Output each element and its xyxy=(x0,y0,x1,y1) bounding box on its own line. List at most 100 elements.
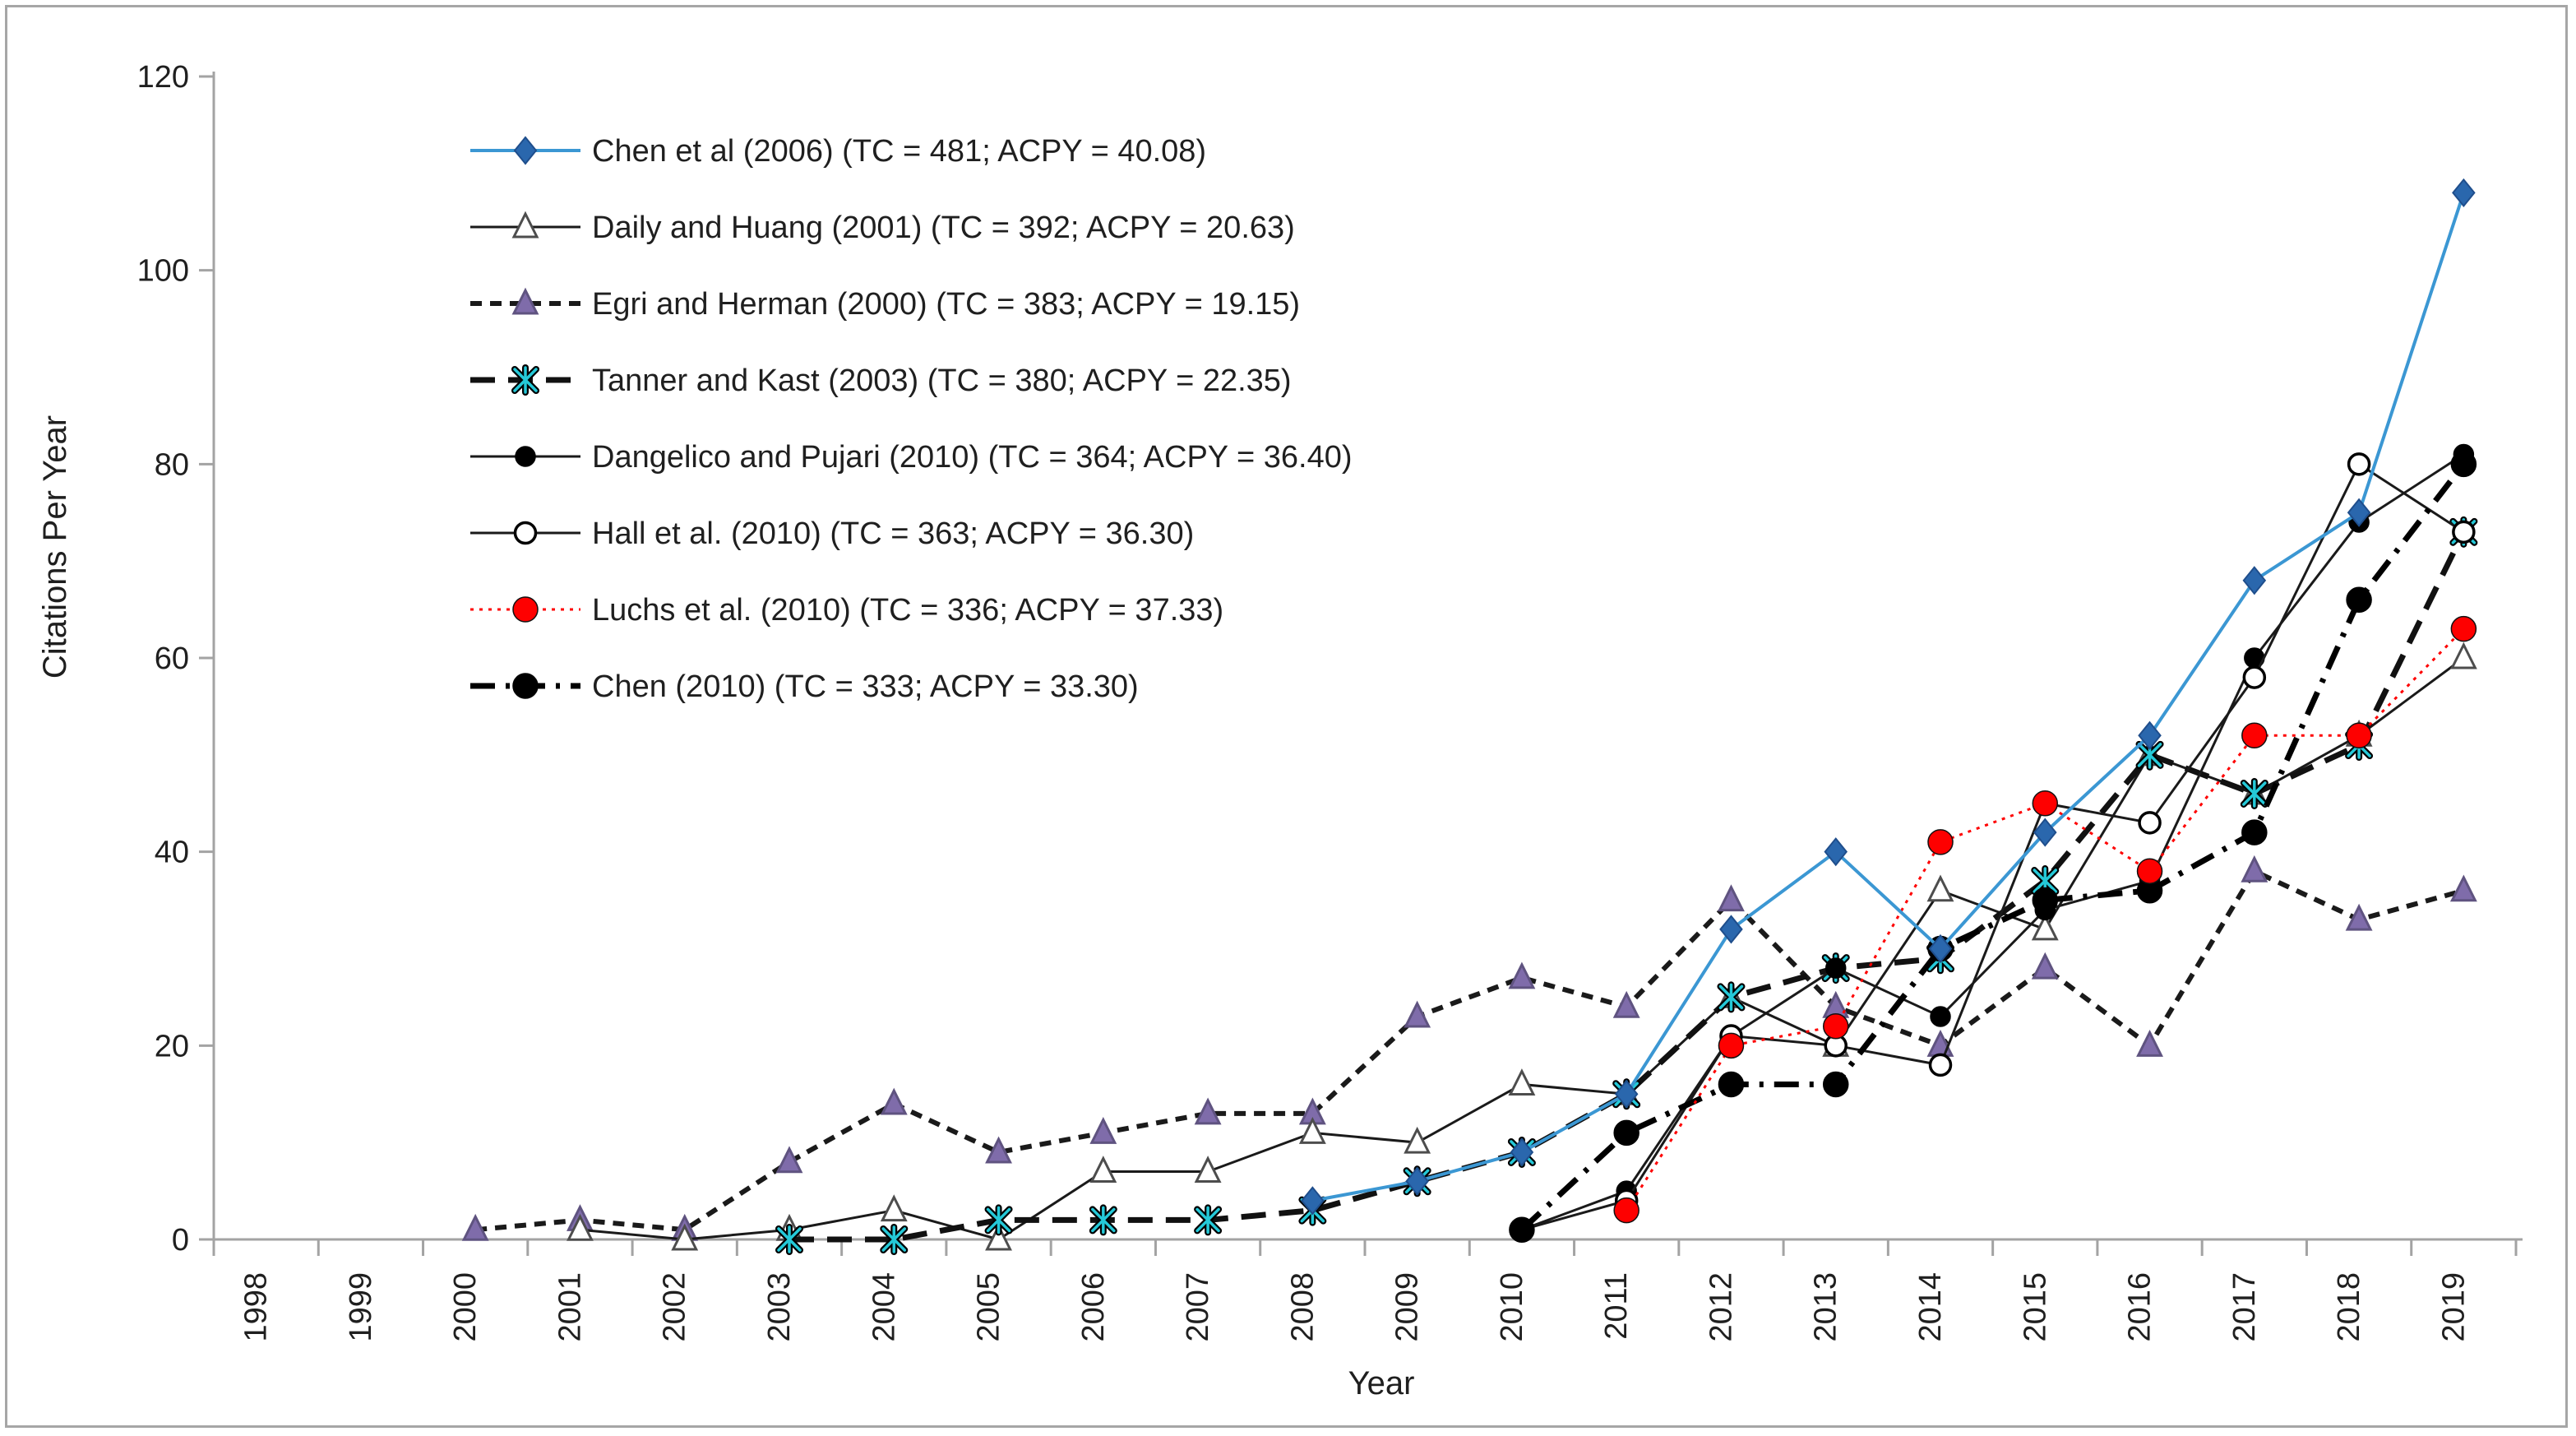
series-chen-2010 xyxy=(1509,451,2477,1243)
triangle-marker xyxy=(775,1146,803,1174)
triangle-open-marker xyxy=(2031,913,2059,941)
large-circle-marker xyxy=(1509,1216,1535,1243)
legend-label: Daily and Huang (2001) (TC = 392; ACPY =… xyxy=(592,211,1295,245)
y-tick-label: 80 xyxy=(155,447,189,482)
diamond-marker xyxy=(513,136,538,165)
legend-entry-dangelico-2010: Dangelico and Pujari (2010) (TC = 364; A… xyxy=(470,440,1353,475)
triangle-open-marker xyxy=(1926,874,1954,902)
series-line-dangelico-2010 xyxy=(1521,453,2465,1231)
triangle-open-marker xyxy=(1194,1156,1222,1184)
y-tick-label: 60 xyxy=(155,642,189,676)
diamond-marker xyxy=(1405,1166,1429,1196)
large-circle-marker xyxy=(2241,722,2268,749)
series-line-chen-2010 xyxy=(1519,462,2467,1232)
x-tick-label: 2000 xyxy=(448,1272,483,1342)
x-tick-label: 2002 xyxy=(658,1272,692,1342)
triangle-marker xyxy=(461,1213,489,1241)
series-line-tanner-2003 xyxy=(789,530,2467,1243)
series-luchs-2010 xyxy=(1613,615,2477,1224)
figure-border xyxy=(5,5,2568,1428)
triangle-open-marker xyxy=(2449,642,2477,669)
open-circle-marker xyxy=(513,521,538,545)
asterisk-marker-teal xyxy=(2242,780,2267,808)
triangle-open-marker xyxy=(1298,1117,1326,1144)
diamond-marker xyxy=(1824,837,1848,867)
legend-label: Luchs et al. (2010) (TC = 336; ACPY = 37… xyxy=(592,593,1223,628)
triangle-marker xyxy=(2031,952,2059,980)
diamond-marker xyxy=(2138,720,2162,750)
large-circle-marker xyxy=(1927,829,1954,855)
y-tick-label: 20 xyxy=(155,1029,189,1063)
large-circle-marker xyxy=(2346,586,2372,614)
y-tick-label: 120 xyxy=(137,60,189,95)
asterisk-marker-teal xyxy=(513,366,538,394)
diamond-marker xyxy=(2242,566,2267,595)
legend-entry-egri-2000: Egri and Herman (2000) (TC = 383; ACPY =… xyxy=(470,287,1300,322)
x-tick-label: 2013 xyxy=(1809,1272,1843,1342)
open-circle-marker xyxy=(2242,665,2267,689)
diamond-marker xyxy=(1301,1186,1325,1216)
series-line-hall-2010 xyxy=(1521,462,2465,1231)
x-tick-label: 2005 xyxy=(972,1272,1006,1342)
x-tick-label: 2018 xyxy=(2332,1272,2366,1342)
diamond-marker xyxy=(1719,915,1743,944)
series-line-egri-2000 xyxy=(474,868,2465,1233)
x-tick-label: 2008 xyxy=(1285,1272,1320,1342)
legend-entry-chen-2010: Chen (2010) (TC = 333; ACPY = 33.30) xyxy=(470,669,1139,704)
x-tick-label: 2006 xyxy=(1076,1272,1111,1342)
series-line-chen-2006 xyxy=(1311,192,2466,1202)
asterisk-marker-teal xyxy=(881,1225,907,1253)
triangle-open-marker xyxy=(671,1223,699,1251)
legend-label: Tanner and Kast (2003) (TC = 380; ACPY =… xyxy=(592,364,1292,398)
asterisk-marker-teal xyxy=(1718,983,1744,1012)
circle-marker xyxy=(515,446,536,467)
legend-entry-hall-2010: Hall et al. (2010) (TC = 363; ACPY = 36.… xyxy=(470,516,1194,551)
triangle-marker xyxy=(1612,990,1640,1018)
series-chen-2006 xyxy=(1301,178,2476,1216)
legend-entry-chen-2006: Chen et al (2006) (TC = 481; ACPY = 40.0… xyxy=(470,134,1206,169)
triangle-open-marker xyxy=(567,1213,594,1241)
legend-label: Hall et al. (2010) (TC = 363; ACPY = 36.… xyxy=(592,516,1194,551)
legend-label: Chen (2010) (TC = 333; ACPY = 33.30) xyxy=(592,669,1139,704)
triangle-marker xyxy=(511,287,539,315)
diamond-marker xyxy=(1614,1079,1639,1109)
large-circle-marker xyxy=(2032,790,2059,817)
triangle-marker xyxy=(2136,1029,2163,1057)
large-circle-marker xyxy=(1822,1013,1849,1040)
x-tick-label: 1999 xyxy=(344,1272,378,1342)
large-circle-marker xyxy=(1613,1197,1639,1224)
large-circle-marker xyxy=(2032,887,2059,914)
asterisk-marker-teal xyxy=(777,1225,802,1253)
triangle-marker xyxy=(2345,903,2373,931)
x-tick-label: 2014 xyxy=(1913,1272,1948,1342)
x-tick-label: 2017 xyxy=(2227,1272,2262,1342)
triangle-marker xyxy=(2449,874,2477,902)
y-tick-label: 100 xyxy=(137,254,189,289)
triangle-open-marker xyxy=(511,211,539,239)
y-tick-label: 40 xyxy=(155,836,189,870)
circle-marker xyxy=(1824,957,1847,979)
x-tick-label: 2011 xyxy=(1599,1272,1634,1340)
x-tick-label: 2015 xyxy=(2018,1272,2052,1342)
large-circle-marker xyxy=(1822,1071,1849,1098)
open-circle-marker xyxy=(1928,1053,1953,1077)
x-tick-label: 2016 xyxy=(2123,1272,2157,1342)
large-circle-marker xyxy=(1718,1071,1745,1098)
triangle-marker xyxy=(985,1136,1012,1164)
large-circle-marker xyxy=(2450,615,2477,642)
asterisk-marker-teal xyxy=(986,1206,1011,1234)
triangle-open-marker xyxy=(880,1194,908,1222)
legend-label: Egri and Herman (2000) (TC = 383; ACPY =… xyxy=(592,287,1300,322)
large-circle-marker xyxy=(2136,858,2163,884)
large-circle-marker xyxy=(512,596,539,623)
open-circle-marker xyxy=(2452,520,2476,544)
legend-entry-luchs-2010: Luchs et al. (2010) (TC = 336; ACPY = 37… xyxy=(470,593,1223,628)
x-tick-label: 2012 xyxy=(1704,1272,1738,1342)
legend: Chen et al (2006) (TC = 481; ACPY = 40.0… xyxy=(470,134,1353,704)
x-tick-label: 2004 xyxy=(867,1272,901,1342)
triangle-open-marker xyxy=(1404,1126,1431,1154)
triangle-open-marker xyxy=(1089,1156,1117,1184)
triangle-marker xyxy=(1508,961,1536,989)
